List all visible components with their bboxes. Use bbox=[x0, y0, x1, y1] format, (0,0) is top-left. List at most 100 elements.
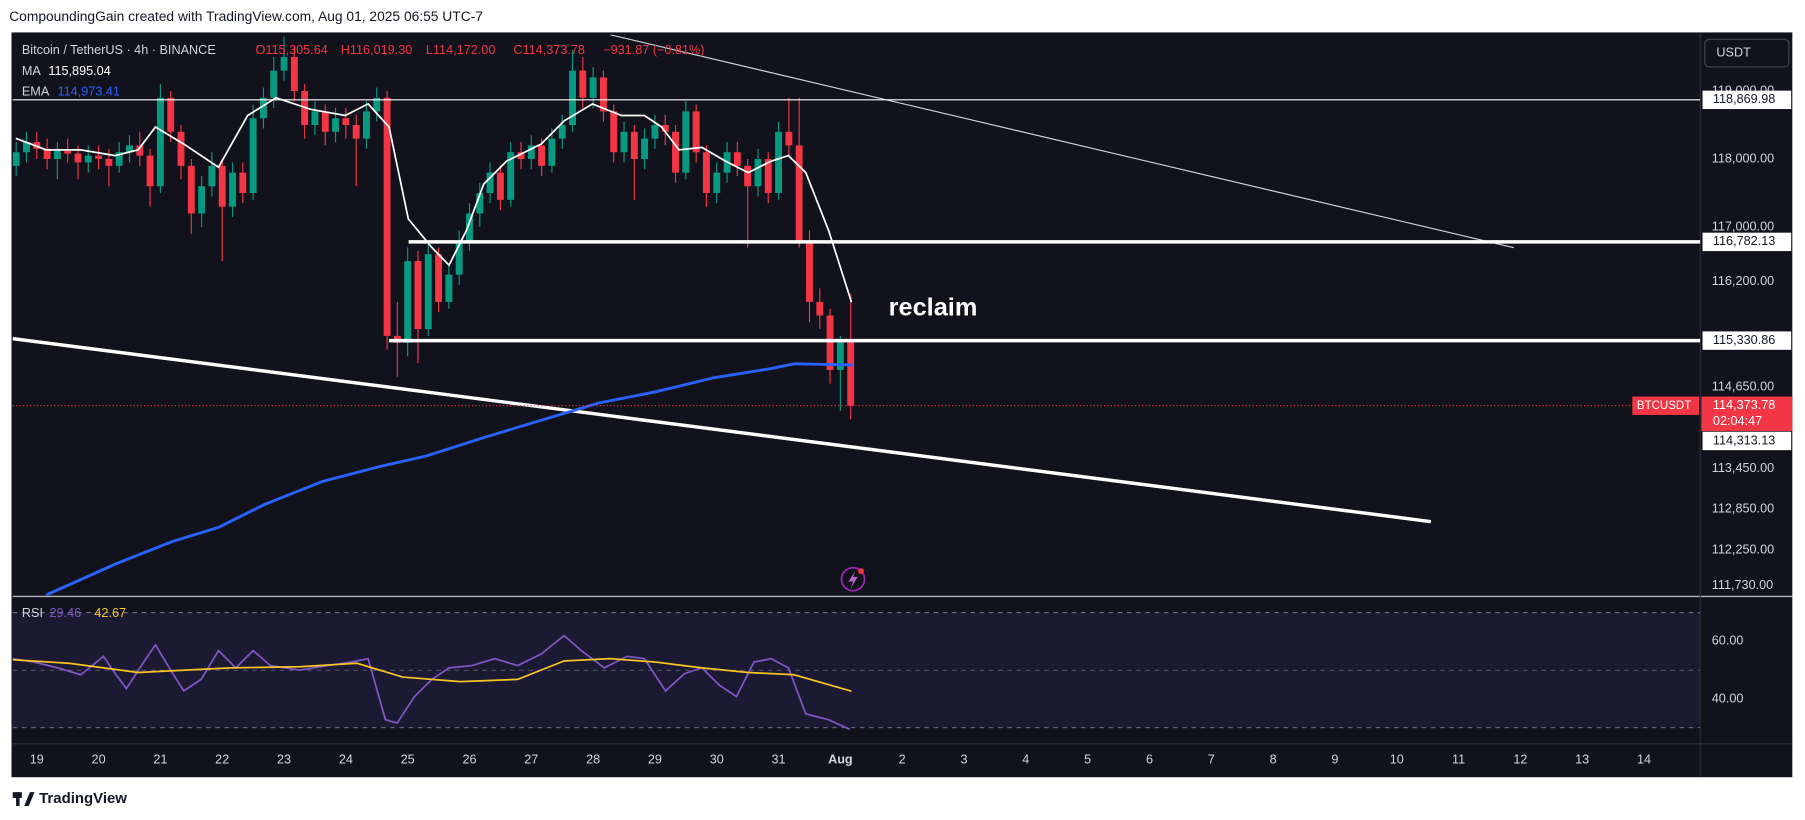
legend-high: H116,019.30 bbox=[341, 43, 413, 57]
candle-body bbox=[126, 145, 133, 153]
x-tick-label: 14 bbox=[1637, 752, 1651, 766]
candle-body bbox=[198, 186, 206, 214]
candle-body bbox=[290, 56, 298, 91]
y-tick-label: 112,250.00 bbox=[1712, 543, 1774, 557]
candle-body bbox=[259, 97, 267, 119]
y-tick-label: 113,450.00 bbox=[1712, 461, 1774, 475]
candle-body bbox=[177, 131, 185, 166]
candle-body bbox=[496, 172, 504, 200]
annotation: reclaim bbox=[889, 293, 978, 321]
legend-open: O115,305.64 bbox=[256, 43, 328, 57]
candle-body bbox=[682, 111, 690, 173]
candle-body bbox=[435, 254, 443, 302]
legend-rsi-ma-value: 42.67 bbox=[94, 606, 126, 620]
x-tick-label: 7 bbox=[1208, 752, 1215, 766]
trend-line bbox=[609, 34, 1514, 249]
x-tick-label: 24 bbox=[339, 752, 353, 766]
level-label-box bbox=[1702, 232, 1792, 252]
candle-body bbox=[270, 70, 278, 98]
candle-body bbox=[43, 148, 51, 160]
legend-low: L114,172.00 bbox=[426, 43, 495, 57]
candle-body bbox=[342, 118, 350, 126]
legend-close: C114,373.78 bbox=[513, 43, 585, 57]
x-tick-label: 12 bbox=[1513, 752, 1527, 766]
symbol-tag bbox=[1632, 396, 1700, 415]
candle-body bbox=[847, 342, 855, 406]
candle-body bbox=[445, 274, 453, 302]
header-text: CompoundingGain created with TradingView… bbox=[9, 8, 483, 24]
candle-body bbox=[610, 111, 618, 153]
candle-body bbox=[713, 172, 721, 194]
y-tick-label: 111,730.00 bbox=[1712, 578, 1773, 592]
price-tag bbox=[1701, 396, 1793, 432]
series-line bbox=[12, 657, 852, 693]
candle-body bbox=[795, 145, 803, 241]
currency-button[interactable] bbox=[1704, 38, 1790, 68]
candle-body bbox=[775, 131, 783, 194]
candle-body bbox=[548, 138, 556, 166]
candle-body bbox=[661, 125, 669, 132]
axes: 119,000.00118,000.00117,000.00116,200.00… bbox=[30, 83, 1793, 766]
candle-body bbox=[733, 152, 741, 166]
candle-body bbox=[12, 152, 20, 166]
logo bbox=[16, 792, 20, 806]
x-tick-label: 22 bbox=[215, 752, 229, 766]
level-label: 114,313.13 bbox=[1713, 433, 1775, 447]
candle-body bbox=[507, 152, 515, 200]
footer: TradingView bbox=[12, 790, 127, 807]
event-icon bbox=[840, 566, 866, 592]
candle-body bbox=[702, 152, 710, 194]
x-tick-label: 8 bbox=[1270, 752, 1277, 766]
candle-body bbox=[136, 145, 144, 156]
candle-body bbox=[630, 131, 638, 160]
legend-rsi: RSI bbox=[22, 606, 43, 620]
rsi-pane bbox=[12, 634, 852, 731]
y-tick-label: 116,200.00 bbox=[1712, 274, 1774, 288]
logo bbox=[24, 792, 35, 806]
candle-body bbox=[311, 111, 319, 126]
candle-body bbox=[64, 150, 72, 154]
candle-body bbox=[569, 70, 576, 126]
x-tick-label: 11 bbox=[1452, 752, 1465, 766]
x-tick-label: 30 bbox=[710, 752, 724, 766]
x-tick-label: 4 bbox=[1022, 752, 1029, 766]
candle-body bbox=[321, 111, 329, 132]
legend-rsi-value: 29.46 bbox=[49, 606, 81, 620]
event-icon bbox=[848, 571, 858, 589]
candle-body bbox=[641, 138, 649, 160]
candle-body bbox=[486, 172, 494, 194]
candle-body bbox=[620, 131, 628, 153]
candle-body bbox=[95, 155, 103, 160]
y-tick-label: 112,850.00 bbox=[1712, 502, 1774, 516]
x-tick-label: 9 bbox=[1331, 752, 1338, 766]
candle-body bbox=[424, 254, 432, 330]
x-tick-label: 3 bbox=[960, 752, 967, 766]
candle-body bbox=[466, 213, 473, 241]
candle-body bbox=[229, 172, 236, 207]
rsi-band bbox=[12, 612, 1701, 728]
candle-body bbox=[816, 301, 824, 316]
y-tick-label: 118,000.00 bbox=[1712, 151, 1774, 165]
x-tick-label: 2 bbox=[899, 752, 906, 766]
candle-body bbox=[280, 56, 288, 71]
x-tick-label: 6 bbox=[1146, 752, 1153, 766]
trend-line bbox=[12, 336, 1432, 524]
level-label: 115,330.86 bbox=[1713, 333, 1775, 347]
candle-body bbox=[208, 165, 216, 187]
y-tick-label: 40.00 bbox=[1712, 691, 1744, 705]
candle-body bbox=[404, 261, 412, 343]
candle-body bbox=[764, 159, 772, 194]
x-tick-label: 13 bbox=[1575, 752, 1589, 766]
x-tick-label: Aug bbox=[828, 752, 853, 766]
candle-body bbox=[558, 125, 566, 139]
candle-body bbox=[826, 315, 834, 370]
candle-body bbox=[476, 193, 484, 214]
x-tick-label: 25 bbox=[401, 752, 415, 766]
candle-body bbox=[84, 155, 92, 163]
candle-body bbox=[579, 70, 587, 98]
candle-body bbox=[806, 240, 813, 302]
level-label: 116,782.13 bbox=[1713, 234, 1775, 248]
x-tick-label: 31 bbox=[772, 752, 786, 766]
x-tick-label: 20 bbox=[92, 752, 106, 766]
x-tick-label: 5 bbox=[1084, 752, 1091, 766]
